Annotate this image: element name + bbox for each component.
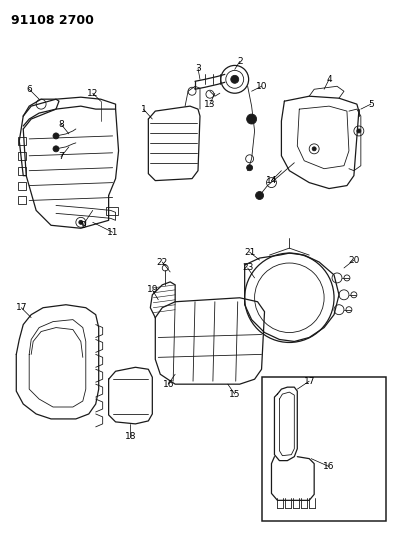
- Bar: [18, 137, 26, 145]
- Text: 16: 16: [162, 379, 174, 389]
- Circle shape: [53, 146, 59, 152]
- Circle shape: [53, 133, 59, 139]
- Bar: [105, 207, 118, 215]
- Text: 11: 11: [107, 228, 118, 237]
- Text: 20: 20: [348, 255, 359, 264]
- Circle shape: [312, 147, 316, 151]
- Bar: [261, 377, 386, 521]
- Text: 10: 10: [256, 82, 267, 91]
- Text: 17: 17: [15, 303, 27, 312]
- Text: 13: 13: [204, 100, 216, 109]
- Bar: [18, 152, 26, 160]
- Text: 23: 23: [242, 263, 253, 272]
- Text: 2: 2: [237, 57, 243, 66]
- Circle shape: [246, 165, 253, 171]
- Text: 12: 12: [87, 88, 98, 98]
- Text: 6: 6: [26, 85, 32, 94]
- Circle shape: [246, 114, 257, 124]
- Text: 17: 17: [303, 377, 315, 386]
- Text: 7: 7: [58, 152, 64, 161]
- Text: 1: 1: [141, 104, 146, 114]
- Circle shape: [256, 191, 263, 199]
- Text: 5: 5: [368, 100, 374, 109]
- Circle shape: [357, 129, 361, 133]
- Text: 14: 14: [266, 176, 277, 185]
- Text: 19: 19: [147, 285, 158, 294]
- Circle shape: [231, 75, 239, 83]
- Bar: [18, 167, 26, 175]
- Text: 22: 22: [157, 257, 168, 266]
- Text: 91108 2700: 91108 2700: [11, 14, 94, 27]
- Text: 21: 21: [244, 248, 255, 256]
- Text: 15: 15: [229, 390, 241, 399]
- Bar: [18, 197, 26, 205]
- Text: 16: 16: [324, 462, 335, 471]
- Text: 4: 4: [326, 75, 332, 84]
- Text: 8: 8: [58, 119, 64, 128]
- Bar: [18, 182, 26, 190]
- Circle shape: [79, 220, 83, 224]
- Text: 18: 18: [125, 432, 136, 441]
- Text: 9: 9: [80, 221, 86, 230]
- Text: 3: 3: [195, 64, 201, 73]
